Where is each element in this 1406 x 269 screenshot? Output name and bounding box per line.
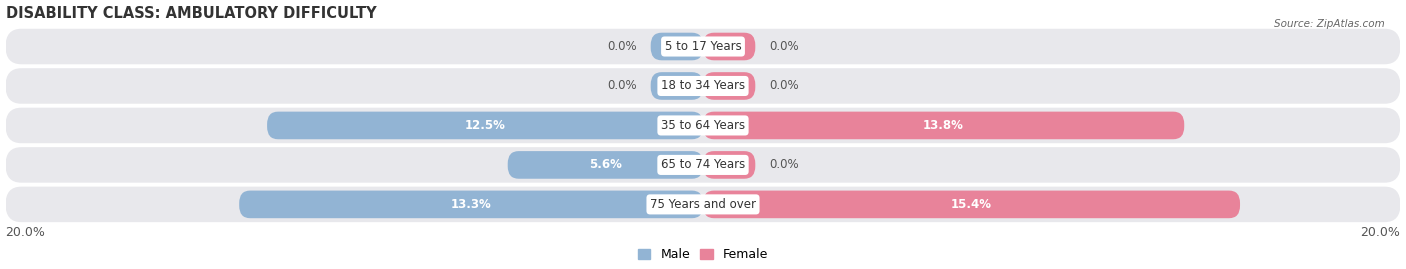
FancyBboxPatch shape [703, 112, 1184, 139]
FancyBboxPatch shape [6, 187, 1400, 222]
Text: 0.0%: 0.0% [769, 158, 799, 171]
FancyBboxPatch shape [267, 112, 703, 139]
Text: 75 Years and over: 75 Years and over [650, 198, 756, 211]
Text: 20.0%: 20.0% [1361, 226, 1400, 239]
FancyBboxPatch shape [651, 33, 703, 60]
Text: 0.0%: 0.0% [769, 79, 799, 93]
Text: 0.0%: 0.0% [769, 40, 799, 53]
FancyBboxPatch shape [508, 151, 703, 179]
FancyBboxPatch shape [6, 108, 1400, 143]
Text: 65 to 74 Years: 65 to 74 Years [661, 158, 745, 171]
Text: DISABILITY CLASS: AMBULATORY DIFFICULTY: DISABILITY CLASS: AMBULATORY DIFFICULTY [6, 6, 377, 21]
FancyBboxPatch shape [703, 190, 1240, 218]
FancyBboxPatch shape [239, 190, 703, 218]
Text: 0.0%: 0.0% [607, 79, 637, 93]
Text: 18 to 34 Years: 18 to 34 Years [661, 79, 745, 93]
Text: 20.0%: 20.0% [6, 226, 45, 239]
Text: Source: ZipAtlas.com: Source: ZipAtlas.com [1274, 19, 1385, 29]
Text: 5 to 17 Years: 5 to 17 Years [665, 40, 741, 53]
Legend: Male, Female: Male, Female [638, 248, 768, 261]
FancyBboxPatch shape [6, 68, 1400, 104]
FancyBboxPatch shape [703, 33, 755, 60]
FancyBboxPatch shape [703, 72, 755, 100]
FancyBboxPatch shape [651, 72, 703, 100]
Text: 5.6%: 5.6% [589, 158, 621, 171]
FancyBboxPatch shape [6, 147, 1400, 183]
FancyBboxPatch shape [703, 151, 755, 179]
Text: 12.5%: 12.5% [464, 119, 506, 132]
Text: 13.8%: 13.8% [924, 119, 965, 132]
Text: 35 to 64 Years: 35 to 64 Years [661, 119, 745, 132]
Text: 15.4%: 15.4% [950, 198, 993, 211]
Text: 0.0%: 0.0% [607, 40, 637, 53]
Text: 13.3%: 13.3% [451, 198, 492, 211]
FancyBboxPatch shape [6, 29, 1400, 64]
